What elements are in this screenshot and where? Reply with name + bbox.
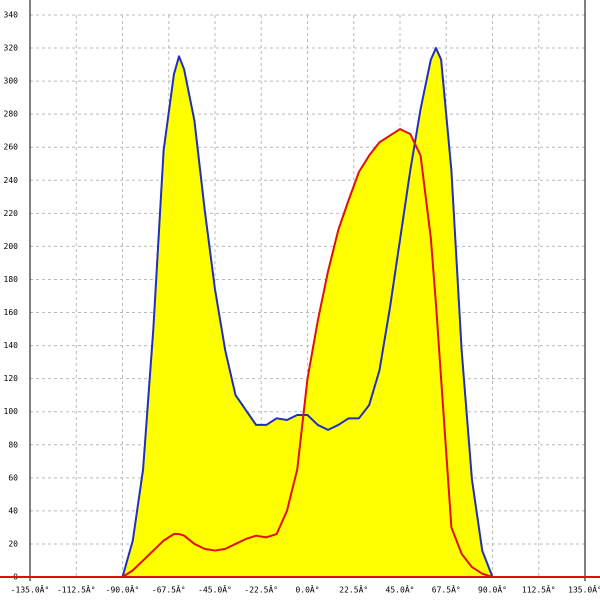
y-tick-label: 180 [4, 275, 19, 284]
x-tick-label: 45.0Â° [386, 584, 415, 595]
y-tick-label: 260 [4, 143, 19, 152]
x-tick-label: -112.5Â° [57, 584, 96, 595]
y-tick-label: 160 [4, 308, 19, 317]
x-tick-label: 67.5Â° [432, 584, 461, 595]
x-tick-label: 112.5Â° [522, 584, 556, 595]
y-tick-label: 280 [4, 110, 19, 119]
y-tick-label: 200 [4, 242, 19, 251]
y-tick-label: 40 [8, 506, 18, 515]
y-tick-label: 340 [4, 11, 19, 20]
y-tick-label: 220 [4, 209, 19, 218]
y-tick-label: 100 [4, 407, 19, 416]
x-tick-label: 90.0Â° [478, 584, 507, 595]
x-tick-label: -67.5Â° [152, 584, 186, 595]
x-tick-label: -45.0Â° [198, 584, 232, 595]
series-line [121, 128, 493, 578]
y-tick-label: 300 [4, 77, 19, 86]
x-tick-label: 22.5Â° [339, 584, 368, 595]
y-tick-label: 20 [8, 539, 18, 548]
y-tick-label: 120 [4, 374, 19, 383]
x-tick-label: 0.0Â° [295, 584, 319, 595]
y-tick-label: 80 [8, 440, 18, 449]
y-tick-label: 60 [8, 473, 18, 482]
x-tick-label: -135.0Â° [11, 584, 50, 595]
y-tick-label: 140 [4, 341, 19, 350]
x-tick-label: -22.5Â° [244, 584, 278, 595]
y-tick-label: 320 [4, 44, 19, 53]
series-line [121, 47, 494, 578]
x-tick-label: -90.0Â° [106, 584, 140, 595]
y-tick-label: 240 [4, 176, 19, 185]
x-tick-label: 135.0Â° [568, 584, 600, 595]
